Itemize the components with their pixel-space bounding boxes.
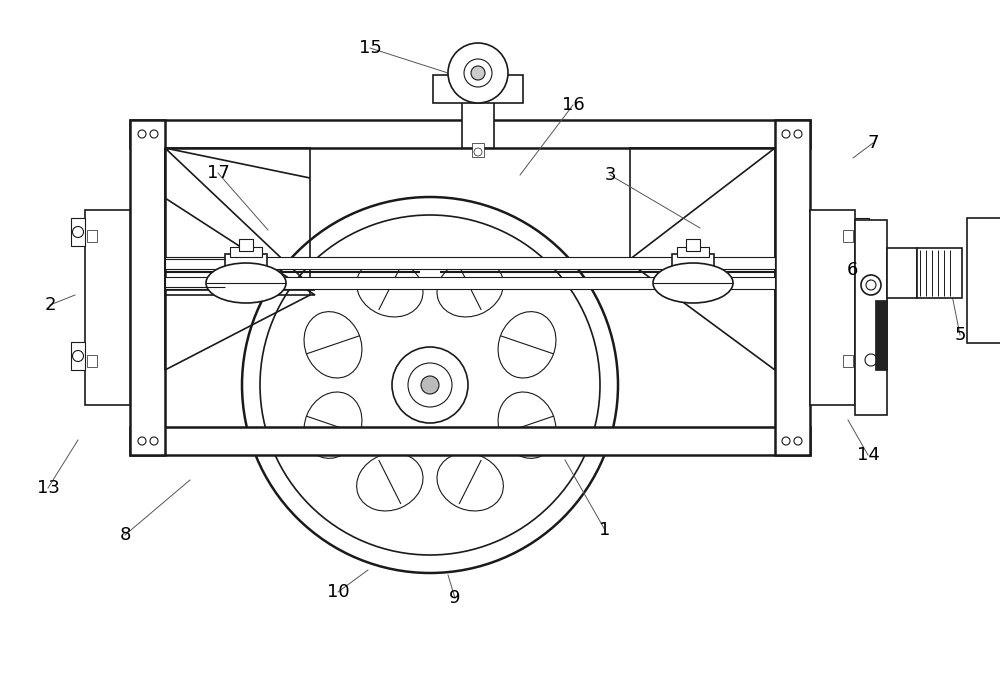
Bar (230, 247, 262, 257)
Bar (855, 218, 869, 246)
Circle shape (856, 226, 868, 237)
Bar (672, 254, 714, 290)
Bar (855, 342, 869, 370)
Circle shape (72, 350, 84, 362)
Circle shape (150, 130, 158, 138)
Circle shape (794, 437, 802, 445)
Bar (165, 148, 775, 427)
Circle shape (72, 226, 84, 237)
Text: 14: 14 (857, 446, 879, 464)
Bar (887, 248, 917, 298)
Circle shape (242, 197, 618, 573)
Text: 15: 15 (359, 39, 381, 57)
Bar (71, 218, 85, 246)
Bar (917, 248, 962, 298)
Text: 6: 6 (846, 261, 858, 279)
Circle shape (448, 43, 508, 103)
Bar (165, 277, 775, 289)
Bar (87, 355, 97, 367)
Ellipse shape (437, 453, 503, 511)
Bar (686, 239, 700, 251)
Ellipse shape (206, 263, 286, 303)
Text: 7: 7 (867, 134, 879, 152)
Ellipse shape (357, 453, 423, 511)
Ellipse shape (304, 392, 362, 458)
Bar (462, 100, 494, 148)
Bar (239, 239, 253, 251)
Ellipse shape (437, 259, 503, 317)
Bar (433, 75, 523, 103)
Ellipse shape (304, 312, 362, 378)
Bar (843, 230, 853, 242)
Circle shape (861, 275, 881, 295)
Bar (130, 120, 165, 455)
Bar (810, 210, 855, 405)
Text: 1: 1 (599, 521, 611, 539)
Text: 13: 13 (37, 479, 59, 497)
Bar (87, 230, 97, 242)
Text: 5: 5 (954, 326, 966, 344)
Circle shape (866, 280, 876, 290)
Ellipse shape (498, 392, 556, 458)
Ellipse shape (498, 312, 556, 378)
Circle shape (865, 354, 877, 366)
Bar (843, 355, 853, 367)
Circle shape (138, 437, 146, 445)
Ellipse shape (357, 259, 423, 317)
Bar (85, 210, 130, 405)
Text: 8: 8 (119, 526, 131, 544)
Bar (225, 254, 267, 290)
Text: 2: 2 (44, 296, 56, 314)
Text: 16: 16 (562, 96, 584, 114)
Circle shape (408, 363, 452, 407)
Bar (165, 257, 775, 269)
Bar (472, 143, 484, 157)
Circle shape (471, 66, 485, 80)
Bar (71, 342, 85, 370)
Text: 10: 10 (327, 583, 349, 601)
Circle shape (138, 130, 146, 138)
Bar (855, 220, 887, 415)
Bar (875, 300, 887, 370)
Circle shape (782, 130, 790, 138)
Text: 9: 9 (449, 589, 461, 607)
Circle shape (421, 376, 439, 394)
Bar (677, 247, 709, 257)
Circle shape (794, 130, 802, 138)
Circle shape (782, 437, 790, 445)
Circle shape (150, 437, 158, 445)
Bar (130, 427, 810, 455)
Circle shape (856, 350, 868, 362)
Bar (775, 120, 810, 455)
Circle shape (474, 148, 482, 156)
Circle shape (260, 215, 600, 555)
Circle shape (464, 59, 492, 87)
Bar (130, 120, 810, 148)
Circle shape (392, 347, 468, 423)
Bar (967, 218, 1000, 343)
Ellipse shape (653, 263, 733, 303)
Text: 17: 17 (207, 164, 229, 182)
Text: 3: 3 (604, 166, 616, 184)
